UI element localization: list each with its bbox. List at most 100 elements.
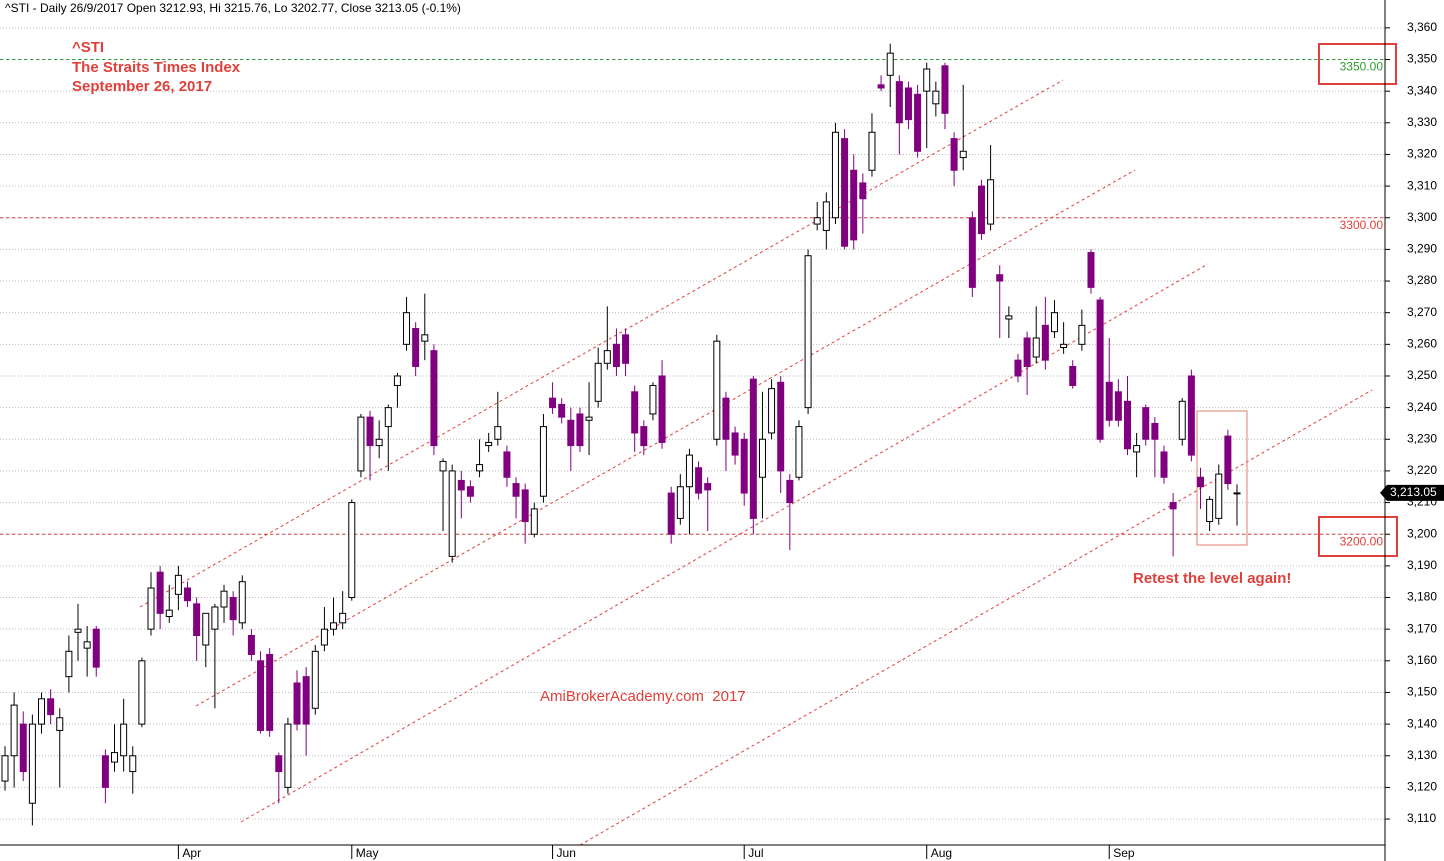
candle-body [1014, 359, 1022, 377]
candle-body [439, 460, 447, 472]
candle-body [1169, 502, 1177, 510]
candle-body [1032, 337, 1040, 358]
x-tick-label: May [356, 846, 379, 860]
candle-body [1096, 299, 1104, 440]
candle-body [293, 682, 301, 725]
candle-body [156, 571, 164, 614]
candle-body [174, 574, 182, 595]
candle-body [384, 407, 392, 428]
candle-body [521, 489, 529, 523]
candle-body [804, 255, 812, 409]
candle-body [704, 483, 712, 491]
candle-body [822, 201, 830, 231]
candle-body [211, 606, 219, 630]
candle-body [713, 340, 721, 440]
candle-body [1114, 391, 1122, 421]
candle-body [1060, 343, 1068, 348]
candle-body [257, 660, 265, 731]
y-tick-label: 3,170 [1407, 621, 1437, 635]
y-tick-label: 3,330 [1407, 115, 1437, 129]
y-tick-label: 3,340 [1407, 83, 1437, 97]
candle-body [1160, 451, 1168, 478]
candle-body [795, 426, 803, 478]
candle-body [421, 334, 429, 342]
annotation: September 26, 2017 [72, 78, 212, 95]
candle-body [640, 426, 648, 447]
candle-body [904, 87, 912, 121]
candle-body [476, 464, 484, 472]
candle-body [676, 486, 684, 519]
candle-body [850, 169, 858, 241]
candle-body [357, 416, 365, 472]
candle-body [886, 52, 894, 76]
candle-body [786, 479, 794, 504]
y-tick-label: 3,360 [1407, 20, 1437, 34]
candle-body [932, 90, 940, 105]
y-tick-label: 3,240 [1407, 400, 1437, 414]
candle-body [868, 131, 876, 171]
candle-body [841, 138, 849, 247]
candle-body [667, 492, 675, 535]
candle-body [695, 467, 703, 494]
level-highlight [1318, 43, 1397, 85]
candle-body [165, 609, 173, 618]
y-tick-label: 3,320 [1407, 147, 1437, 161]
candle-body [193, 603, 201, 636]
candle-body [649, 384, 657, 415]
candle-body [275, 755, 283, 773]
candle-body [959, 150, 967, 159]
candle-body [576, 413, 584, 447]
candle-body [594, 362, 602, 402]
y-tick-label: 3,250 [1407, 368, 1437, 382]
candle-body [831, 131, 839, 219]
candle-body [603, 350, 611, 364]
candle-body [302, 676, 310, 725]
candle-body [530, 508, 538, 535]
candle-body [229, 597, 237, 621]
candle-body [375, 438, 383, 447]
candle-body [1041, 324, 1049, 361]
last-price-label: 3,213.05 [1390, 485, 1437, 499]
candle-body [859, 182, 867, 200]
candle-body [612, 343, 620, 367]
candle-body [749, 378, 757, 519]
candle-body [503, 451, 511, 478]
candle-body [320, 628, 328, 646]
candle-body [941, 65, 949, 114]
y-tick-label: 3,280 [1407, 273, 1437, 287]
header: ^STI - Daily 26/9/2017 Open 3212.93, Hi … [5, 1, 461, 15]
y-tick-label: 3,230 [1407, 431, 1437, 445]
last-price-tag [1380, 484, 1444, 501]
candle-body [494, 426, 502, 440]
candle-body [111, 752, 119, 763]
y-tick-label: 3,180 [1407, 590, 1437, 604]
candle-body [996, 274, 1004, 282]
candle-body [658, 375, 666, 443]
x-tick-label: Aug [931, 846, 952, 860]
candle-body [1050, 312, 1058, 333]
candle-body [366, 416, 374, 447]
y-tick-label: 3,190 [1407, 558, 1437, 572]
candle-body [184, 587, 192, 602]
candles [1, 43, 1241, 826]
candle-body [10, 704, 18, 757]
candle-body [558, 403, 566, 418]
candle-body [1023, 337, 1031, 367]
y-tick-label: 3,110 [1407, 811, 1436, 825]
candle-body [393, 375, 401, 386]
candle-body [877, 84, 885, 89]
candle-body [1069, 365, 1077, 386]
candle-body [539, 426, 547, 497]
y-tick-label: 3,120 [1407, 780, 1437, 794]
candle-body [247, 634, 255, 655]
y-tick-label: 3,200 [1407, 526, 1437, 540]
candle-body [1105, 381, 1113, 421]
y-tick-label: 3,140 [1407, 716, 1437, 730]
annotation: Retest the level again! [1133, 570, 1291, 587]
y-tick-label: 3,350 [1407, 52, 1437, 66]
candle-body [923, 68, 931, 92]
candle-body [512, 483, 520, 497]
candle-body [1224, 435, 1232, 485]
y-tick-label: 3,290 [1407, 242, 1437, 256]
